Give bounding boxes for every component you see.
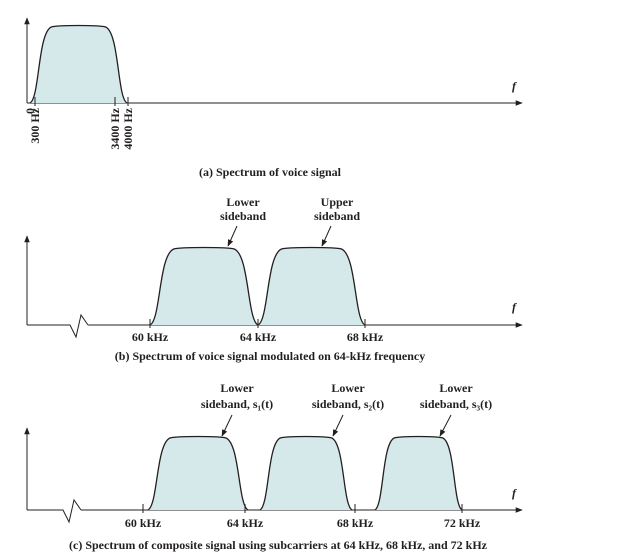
annotation: sideband: [314, 209, 360, 223]
tick-label: 68 kHz: [337, 516, 374, 530]
tick-label: 64 kHz: [227, 516, 264, 530]
frequency-axis: [27, 313, 89, 339]
frequency-axis: [27, 498, 82, 524]
spectrum-band: [257, 246, 366, 326]
tick-label: 4000 Hz: [121, 107, 135, 149]
pointer-arrow: [332, 414, 344, 437]
pointer-arrow: [221, 414, 233, 437]
annotation: Lower: [226, 195, 260, 209]
spectrum-band: [374, 435, 463, 511]
annotation: Lower: [331, 381, 365, 395]
annotation: Lower: [439, 381, 473, 395]
axis-label: f: [512, 486, 517, 500]
tick-label: 0: [23, 108, 37, 114]
annotation: Lower: [220, 381, 254, 395]
tick-label: 60 kHz: [125, 516, 162, 530]
tick-label: 3400 Hz: [108, 107, 122, 149]
caption: (b) Spectrum of voice signal modulated o…: [115, 349, 425, 363]
tick-label: 60 kHz: [132, 330, 169, 344]
caption: (c) Spectrum of composite signal using s…: [69, 538, 488, 552]
tick-label: 300 Hz: [28, 107, 42, 143]
annotation: sideband, s₁(t): [201, 397, 273, 411]
pointer-arrow: [321, 225, 332, 247]
spectrum-band: [259, 435, 353, 511]
axis-label: f: [512, 79, 517, 93]
spectrum-band: [149, 246, 259, 326]
pointer-arrow: [227, 225, 238, 247]
annotation: sideband, s₃(t): [420, 397, 492, 411]
tick-label: 64 kHz: [240, 330, 277, 344]
tick-label: 68 kHz: [347, 330, 384, 344]
tick-label: 72 kHz: [444, 516, 481, 530]
annotation: sideband: [220, 209, 266, 223]
spectrum-band: [147, 435, 249, 511]
axis-label: f: [512, 300, 517, 314]
annotation: Upper: [321, 195, 354, 209]
spectrum-band: [29, 24, 128, 104]
pointer-arrow: [439, 414, 452, 437]
annotation: sideband, s₂(t): [312, 397, 384, 411]
caption: (a) Spectrum of voice signal: [199, 165, 342, 179]
